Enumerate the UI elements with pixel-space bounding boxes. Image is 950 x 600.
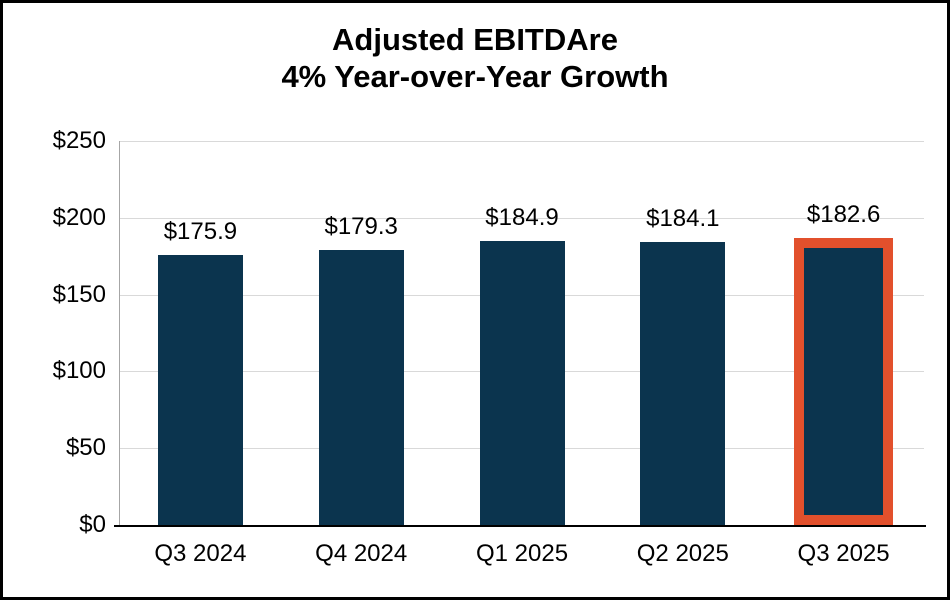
chart-title: Adjusted EBITDAre 4% Year-over-Year Grow… xyxy=(3,21,947,95)
gridline xyxy=(120,141,924,142)
x-axis-category-label: Q2 2025 xyxy=(636,540,729,567)
bar xyxy=(157,254,243,525)
bar-value-label: $184.9 xyxy=(485,204,559,231)
bar xyxy=(318,249,404,525)
chart-title-line1: Adjusted EBITDAre xyxy=(332,22,618,57)
x-axis-category-label: Q3 2025 xyxy=(797,540,890,567)
y-axis-tick-label: $150 xyxy=(52,280,106,308)
bar-value-label: $184.1 xyxy=(646,205,720,233)
bar xyxy=(479,241,565,525)
bar-value-label: $179.3 xyxy=(324,212,398,240)
y-axis-tick-label: $50 xyxy=(65,434,106,462)
bar-value-label: $175.9 xyxy=(163,217,238,245)
gridline xyxy=(120,217,924,219)
bar xyxy=(640,242,726,525)
x-axis-category-label: Q4 2024 xyxy=(315,540,408,567)
y-axis-tick-label: $0 xyxy=(79,511,106,538)
bar-value-label: $182.6 xyxy=(806,200,881,228)
x-axis-category-label: Q3 2024 xyxy=(154,540,247,567)
y-axis-tick-label: $200 xyxy=(52,203,106,231)
x-axis-line xyxy=(114,525,926,527)
x-axis-category-label: Q1 2025 xyxy=(475,540,569,567)
bar-highlight-outline xyxy=(794,237,894,525)
bar xyxy=(804,247,884,515)
y-axis-tick-label: $100 xyxy=(52,357,106,385)
chart-title-line2: 4% Year-over-Year Growth xyxy=(281,59,669,94)
y-axis-tick-label: $250 xyxy=(52,127,106,154)
plot-area: $0 $50 $100 $150 $200 $250 $175.9 Q3 2024 $179.3… xyxy=(53,127,926,567)
